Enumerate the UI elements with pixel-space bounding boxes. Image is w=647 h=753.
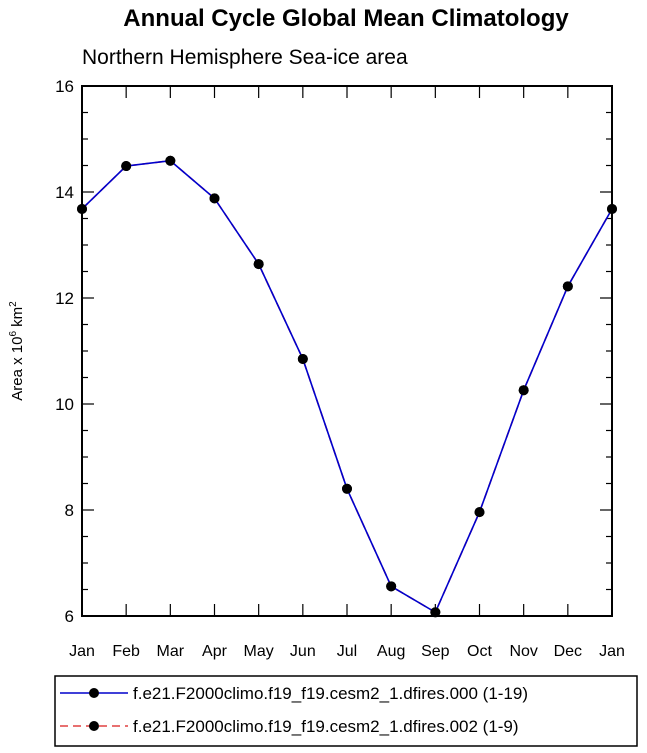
y-axis-label-unit: km [9,307,26,331]
y-tick-label: 16 [55,77,74,96]
x-tick-label: Nov [509,643,537,660]
y-tick-label: 12 [55,289,74,308]
data-point [474,507,485,518]
x-tick-label: Jan [599,643,625,660]
x-tick-label: Jun [290,643,316,660]
data-point [209,193,220,204]
y-axis-label-sup-2: 2 [8,301,19,307]
legend-box [54,675,638,747]
chart-title: Annual Cycle Global Mean Climatology [123,5,569,32]
legend-items: f.e21.F2000climo.f19_f19.cesm2_1.dfires.… [60,684,528,736]
data-point [430,607,441,618]
plot-frame [81,85,613,617]
data-point [121,161,132,172]
y-tick-label: 10 [55,395,74,414]
y-axis-label-text: Area x 10 [9,337,26,401]
x-tick-label: Oct [467,643,492,660]
data-point [562,281,573,292]
data-point [253,259,264,270]
x-tick-label: Feb [112,643,140,660]
series-line [81,159,613,614]
legend-marker [89,688,99,698]
x-tick-label: Mar [157,643,185,660]
y-tick-label: 6 [65,607,74,626]
data-point [165,155,176,166]
y-axis-label-sup-1: 6 [8,331,19,337]
legend-label: f.e21.F2000climo.f19_f19.cesm2_1.dfires.… [133,684,528,703]
data-point [342,483,352,494]
x-tick-label: May [244,643,274,660]
x-tick-label: Sep [421,643,450,660]
legend-label: f.e21.F2000climo.f19_f19.cesm2_1.dfires.… [133,717,519,736]
data-point [518,385,529,396]
data-point [386,581,397,592]
legend-marker [89,721,99,731]
chart-subtitle: Northern Hemisphere Sea-ice area [82,46,408,69]
x-tick-label: Apr [202,643,228,660]
series-group [77,155,617,618]
x-tick-label: Jan [69,643,95,660]
data-point [297,353,308,364]
x-tick-label: Aug [377,643,405,660]
y-tick-label: 14 [55,183,74,202]
x-tick-label: Dec [554,643,582,660]
y-tick-label: 8 [65,501,74,520]
svg-text:Area x 106 km2: Area x 106 km2 [8,301,26,401]
series-line [81,159,613,614]
y-axis-label: Area x 106 km2 [8,301,26,401]
legend: f.e21.F2000climo.f19_f19.cesm2_1.dfires.… [54,675,638,747]
x-tick-label: Jul [337,643,357,660]
axis-ticks: 6 8 10 12 14 16 Jan Feb Mar Apr May Jun Jul Aug Sep Oct… [55,77,625,660]
